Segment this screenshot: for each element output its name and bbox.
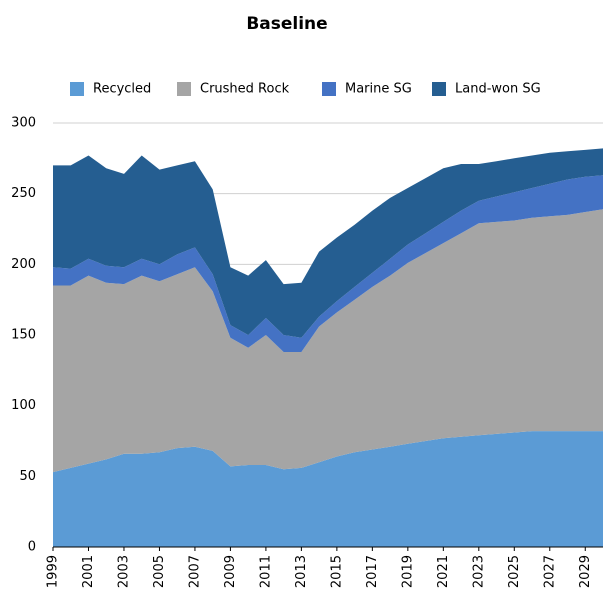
- y-tick-label: 300: [11, 116, 36, 131]
- x-tick-label: 2003: [116, 555, 131, 588]
- x-tick-label: 2015: [329, 555, 344, 588]
- legend-swatch: [177, 82, 191, 96]
- legend-label: Recycled: [93, 82, 151, 97]
- legend-swatch: [432, 82, 446, 96]
- legend-label: Land-won SG: [455, 82, 541, 97]
- x-tick-label: 2029: [578, 555, 593, 588]
- x-tick-label: 2009: [223, 555, 238, 588]
- legend-swatch: [322, 82, 336, 96]
- y-tick-label: 250: [11, 186, 36, 201]
- area: [53, 209, 603, 473]
- x-tick-label: 2011: [258, 555, 273, 588]
- chart-title: Baseline: [246, 14, 327, 34]
- x-tick-label: 2021: [436, 555, 451, 588]
- y-tick-label: 50: [19, 469, 36, 484]
- y-tick-label: 200: [11, 257, 36, 272]
- legend-swatch: [70, 82, 84, 96]
- x-tick-label: 2001: [81, 555, 96, 588]
- y-tick-label: 100: [11, 398, 36, 413]
- x-tick-label: 2013: [294, 555, 309, 588]
- x-tick-label: 2017: [365, 555, 380, 588]
- x-tick-label: 2025: [507, 555, 522, 588]
- x-tick-label: 1999: [46, 555, 61, 588]
- x-tick-label: 2005: [152, 555, 167, 588]
- x-tick-label: 2007: [187, 555, 202, 588]
- x-tick-label: 2023: [471, 555, 486, 588]
- area: [53, 148, 603, 338]
- y-tick-label: 150: [11, 328, 36, 343]
- x-tick-label: 2019: [400, 555, 415, 588]
- y-tick-label: 0: [28, 540, 36, 555]
- area: [53, 175, 603, 352]
- area: [53, 431, 603, 547]
- legend-label: Crushed Rock: [200, 82, 290, 97]
- legend-label: Marine SG: [345, 82, 412, 97]
- x-tick-label: 2027: [542, 555, 557, 588]
